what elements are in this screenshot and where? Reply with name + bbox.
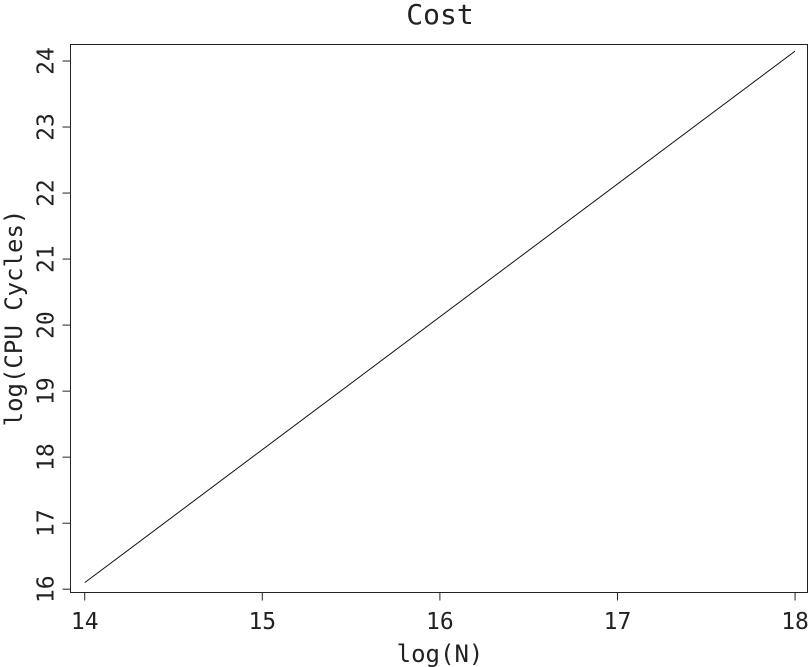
y-tick-label: 20: [34, 311, 60, 339]
y-tick-label: 16: [34, 575, 60, 603]
x-tick-label: 16: [426, 609, 454, 635]
plot-area: 14 15 16 17 18 16 17 18 19 20 21 22 23 24: [34, 44, 809, 635]
chart-title: Cost: [406, 0, 473, 31]
x-tick-label: 17: [604, 609, 632, 635]
plot-frame: [70, 44, 808, 593]
x-tick-label: 18: [781, 609, 809, 635]
series-line: [84, 50, 796, 583]
x-tick-label: 15: [248, 609, 276, 635]
series-layer: [84, 50, 796, 583]
y-axis-label: log(CPU Cycles): [0, 210, 28, 427]
y-tick-label: 17: [34, 509, 60, 537]
y-tick-label: 19: [34, 377, 60, 405]
x-axis-label: log(N): [397, 640, 484, 667]
y-tick-label: 24: [34, 47, 60, 75]
y-tick-label: 22: [34, 179, 60, 207]
x-tick-label: 14: [71, 609, 99, 635]
x-axis-ticks: 14 15 16 17 18: [71, 592, 809, 635]
y-tick-label: 18: [34, 443, 60, 471]
y-tick-label: 23: [34, 113, 60, 141]
y-tick-label: 21: [34, 245, 60, 273]
y-axis-ticks: 16 17 18 19 20 21 22 23 24: [34, 47, 71, 603]
